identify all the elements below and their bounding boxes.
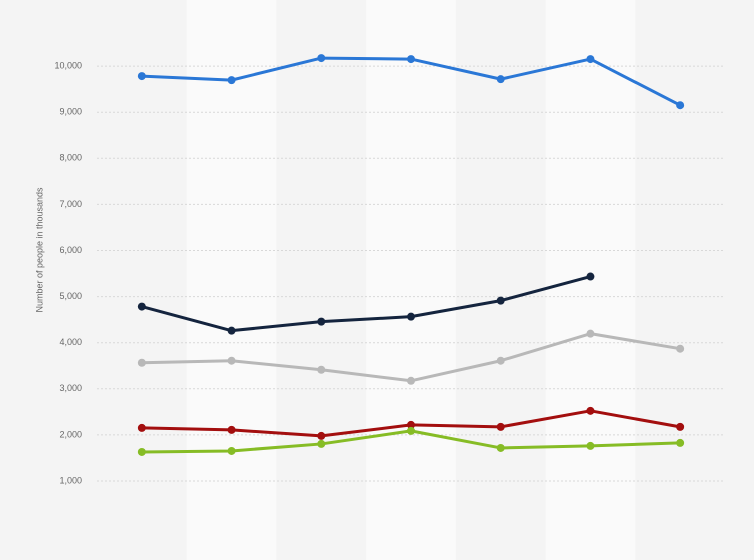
data-point bbox=[407, 426, 415, 435]
data-point bbox=[407, 420, 415, 429]
series-line bbox=[141, 275, 591, 333]
column-band bbox=[366, 0, 456, 560]
data-point bbox=[586, 441, 595, 450]
data-point bbox=[676, 344, 685, 353]
data-point bbox=[317, 54, 326, 63]
data-point bbox=[496, 75, 505, 84]
data-point bbox=[137, 72, 146, 81]
data-point bbox=[586, 55, 595, 64]
y-tick-label: 4,000 bbox=[59, 337, 82, 347]
data-point bbox=[496, 422, 505, 431]
data-point bbox=[496, 443, 505, 452]
y-tick-label: 5,000 bbox=[59, 291, 82, 301]
data-point bbox=[317, 317, 326, 326]
data-point bbox=[407, 55, 415, 64]
data-point bbox=[317, 439, 326, 448]
data-point bbox=[407, 312, 415, 321]
y-tick-label: 8,000 bbox=[59, 153, 82, 163]
data-point bbox=[586, 406, 595, 415]
data-point bbox=[227, 446, 236, 455]
data-point bbox=[137, 358, 146, 367]
y-tick-label: 10,000 bbox=[54, 60, 82, 70]
data-point bbox=[586, 272, 595, 281]
data-point bbox=[496, 356, 505, 365]
data-point bbox=[676, 422, 685, 431]
data-point bbox=[496, 296, 505, 305]
y-tick-label: 7,000 bbox=[59, 199, 82, 209]
data-point bbox=[137, 423, 146, 432]
data-point bbox=[317, 365, 326, 374]
data-point bbox=[407, 376, 415, 385]
y-tick-label: 9,000 bbox=[59, 107, 82, 117]
data-point bbox=[137, 302, 146, 311]
data-point bbox=[227, 356, 236, 365]
data-point bbox=[227, 425, 236, 434]
data-point bbox=[676, 438, 685, 447]
y-tick-label: 6,000 bbox=[59, 245, 82, 255]
data-point bbox=[586, 329, 595, 338]
column-band bbox=[186, 0, 277, 560]
data-point bbox=[227, 326, 236, 335]
data-point bbox=[227, 76, 236, 85]
y-axis-label: Number of people in thousands bbox=[34, 187, 44, 313]
y-tick-label: 2,000 bbox=[59, 429, 82, 439]
data-point bbox=[317, 431, 326, 440]
y-tick-label: 3,000 bbox=[59, 383, 82, 393]
data-point bbox=[137, 447, 146, 456]
data-point bbox=[676, 101, 685, 110]
y-tick-label: 1,000 bbox=[59, 475, 82, 485]
